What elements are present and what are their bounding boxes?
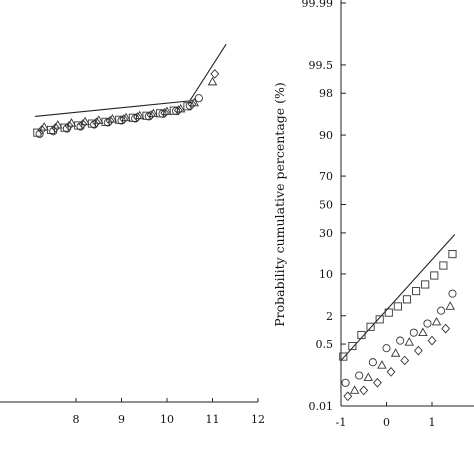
right-chart: 0.01 0.5 2 10 30 50 70 90 98 99.5 99.99 -1 0 1 Probabi…	[272, 0, 474, 429]
right-y-tick-label: 99.5	[309, 59, 334, 72]
right-series-1-point	[423, 319, 432, 328]
left-series-2-point	[92, 117, 101, 128]
left-series-2-point	[105, 116, 115, 126]
right-y-tick-label: 30	[319, 227, 333, 240]
right-series-3-point	[372, 377, 382, 388]
left-series-2-point	[78, 119, 88, 129]
right-series-0-point	[430, 271, 439, 280]
left-series-2-point	[160, 108, 170, 118]
right-series-2-point	[431, 316, 442, 326]
right-series-1-point	[355, 371, 364, 380]
right-series-2-point	[445, 301, 455, 310]
left-series-3-point	[156, 109, 165, 118]
right-series-3-point	[413, 345, 423, 356]
left-chart: 8 9 10 11 12	[0, 43, 265, 426]
right-series-3-point	[441, 323, 451, 334]
left-series-2-point	[133, 112, 142, 122]
left-series-3-point	[60, 123, 69, 132]
right-y-tick-label: 10	[319, 268, 333, 281]
right-series-0-point	[375, 315, 384, 324]
left-x-tick-label: 11	[206, 413, 220, 426]
left-series-3-point	[115, 115, 124, 124]
left-series-1-point	[93, 115, 104, 124]
right-series-1-point	[341, 378, 350, 387]
right-y-tick-label: 0.01	[309, 400, 334, 413]
left-series-3-point	[142, 111, 151, 120]
right-series-0-point	[412, 287, 421, 296]
right-series-2-point	[363, 372, 374, 381]
left-series-0-point	[194, 94, 203, 103]
right-series-0-point	[393, 302, 402, 311]
right-series-0-point	[448, 250, 457, 259]
right-series-3-point	[343, 391, 353, 402]
left-x-tick-label: 10	[160, 413, 174, 426]
right-series-2-point	[390, 348, 401, 357]
left-series-1-point	[80, 116, 90, 126]
right-series-1-point	[396, 336, 405, 345]
right-series-1-point	[368, 358, 377, 367]
left-series-2-point	[210, 69, 220, 79]
right-series-0-point	[366, 322, 375, 331]
left-series-1-point	[207, 76, 218, 86]
right-series-0-point	[384, 308, 393, 317]
right-y-tick-label: 2	[326, 310, 333, 323]
left-series-3-point	[183, 102, 192, 111]
right-series-1-point	[437, 306, 446, 315]
left-series-2-point	[37, 125, 47, 135]
right-x-tick-label: 1	[429, 416, 436, 429]
left-series-3-point	[169, 106, 178, 115]
right-series-2-point	[377, 360, 387, 369]
right-series-2-point	[418, 327, 428, 337]
right-series-3-point	[359, 385, 369, 396]
right-y-tick-label: 90	[319, 129, 333, 142]
right-fit-line	[340, 234, 456, 361]
left-series-3-point	[101, 117, 110, 126]
left-series-3-point	[74, 121, 83, 130]
right-series-3-point	[386, 367, 396, 377]
left-series-2-point	[173, 105, 183, 116]
left-series-2-point	[119, 114, 129, 124]
left-x-tick-label: 9	[118, 413, 125, 426]
left-series-2-point	[146, 110, 156, 120]
right-series-3-point	[400, 355, 410, 366]
right-series-2-point	[404, 337, 415, 346]
right-series-0-point	[421, 280, 430, 289]
right-series-0-point	[357, 330, 366, 340]
left-series-3-point	[46, 125, 56, 134]
right-series-0-point	[439, 261, 448, 270]
right-series-0-point	[402, 295, 412, 304]
right-y-axis-title: Probability cumulative percentage (%)	[272, 82, 287, 327]
right-series-1-point	[448, 289, 457, 298]
right-y-tick-label: 0.5	[316, 338, 334, 351]
right-series-1-point	[409, 328, 418, 337]
right-y-tick-label: 99.99	[302, 0, 334, 10]
right-x-tick-label: -1	[336, 416, 347, 429]
left-series-3-point	[87, 119, 96, 128]
right-y-tick-label: 98	[319, 87, 333, 100]
left-series-3-point	[33, 128, 42, 137]
left-series-3-point	[128, 113, 137, 122]
right-y-tick-label: 50	[319, 199, 333, 212]
left-x-tick-label: 8	[73, 413, 80, 426]
right-series-0-point	[348, 341, 357, 351]
left-x-tick-label: 12	[251, 413, 265, 426]
right-series-0-point	[339, 352, 348, 361]
right-series-1-point	[382, 344, 391, 353]
right-series-3-point	[427, 335, 437, 346]
right-series-2-point	[349, 385, 360, 394]
left-fit-line	[34, 43, 227, 117]
right-y-tick-label: 70	[319, 170, 333, 183]
right-x-tick-label: 0	[383, 416, 390, 429]
